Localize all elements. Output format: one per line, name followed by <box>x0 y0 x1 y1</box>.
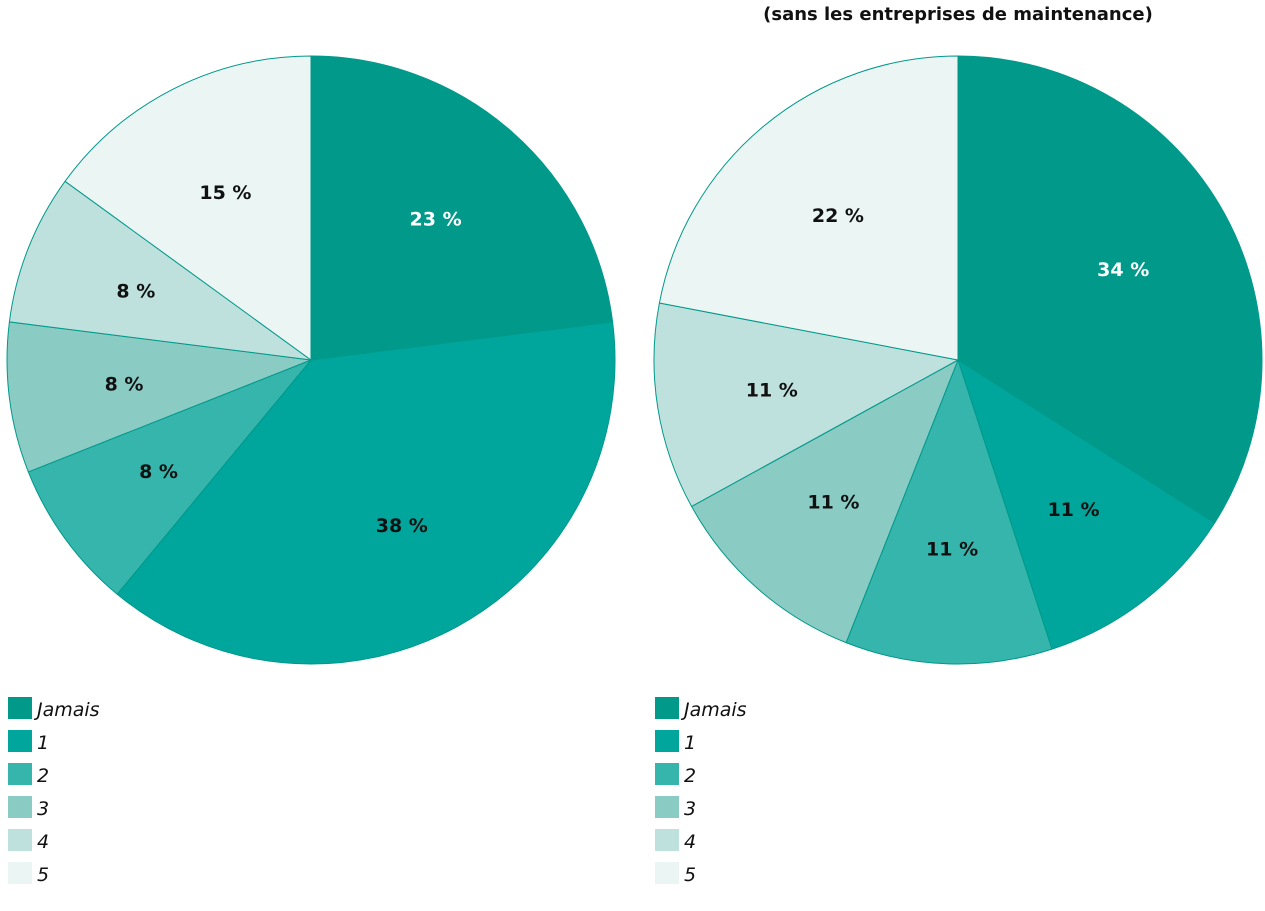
pie-chart-without-maintenance: (sans les entreprises de maintenance) 34 … <box>653 4 1263 886</box>
pie-slice-1 <box>957 358 1216 650</box>
pie-slice-3 <box>6 321 312 473</box>
legend-swatch <box>8 730 32 752</box>
legend-swatch <box>8 763 32 785</box>
pie-slice-4 <box>653 302 960 508</box>
legend-swatch <box>655 697 679 719</box>
slice-value-label: 8 % <box>116 281 155 303</box>
pie-slice-jamais <box>310 55 614 361</box>
legend-label: 1 <box>37 732 49 754</box>
legend-swatch <box>8 796 32 818</box>
legend-label: Jamais <box>680 699 747 721</box>
legend-label: 4 <box>37 831 49 853</box>
pie-slice-2 <box>27 359 312 595</box>
pie-slice-4 <box>8 180 312 361</box>
legend-label: 2 <box>37 765 49 787</box>
pie-chart-all: 23 % 38 % 8 % 8 % 8 % 15 % Jamais 1 2 3 4 5 <box>6 55 616 886</box>
legend-label: 2 <box>684 765 696 787</box>
legend-label: 5 <box>37 864 49 886</box>
slice-value-label: 15 % <box>199 182 251 204</box>
pie-slice-1 <box>116 321 616 665</box>
pie-slice-3 <box>690 358 959 644</box>
legend-label: 5 <box>684 864 696 886</box>
legend-swatch <box>655 862 679 884</box>
legend-label: 3 <box>37 798 49 820</box>
pie-slice-5 <box>658 55 959 361</box>
slice-value-label: 11 % <box>926 538 978 560</box>
pie-slice-jamais <box>957 55 1263 524</box>
pie-slice-5 <box>64 55 312 361</box>
legend-swatch <box>655 829 679 851</box>
slice-value-label: 22 % <box>812 205 864 227</box>
legend-swatch <box>655 730 679 752</box>
legend-swatch <box>655 796 679 818</box>
legend-label: Jamais <box>33 699 100 721</box>
slice-value-label: 11 % <box>746 380 798 402</box>
legend-swatch <box>655 763 679 785</box>
legend-swatch <box>8 862 32 884</box>
slice-value-label: 11 % <box>807 491 859 513</box>
legend-swatch <box>8 829 32 851</box>
slice-value-label: 8 % <box>105 374 144 396</box>
slice-value-label: 11 % <box>1047 499 1099 521</box>
legend-label: 3 <box>684 798 696 820</box>
pie-slice-2 <box>845 358 1053 665</box>
legend-swatch <box>8 697 32 719</box>
slice-value-label: 8 % <box>139 461 178 483</box>
slice-value-label: 23 % <box>410 209 462 231</box>
legend-label: 1 <box>684 732 696 754</box>
slice-value-label: 34 % <box>1097 259 1149 281</box>
legend-label: 4 <box>684 831 696 853</box>
chart-subtitle: (sans les entreprises de maintenance) <box>763 4 1153 25</box>
slice-value-label: 38 % <box>376 515 428 537</box>
